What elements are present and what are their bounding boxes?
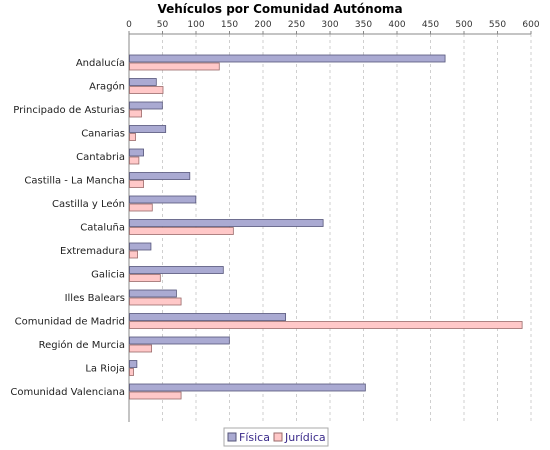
legend-label-juridica: Jurídica [284,431,326,444]
x-tick-label: 50 [157,20,169,30]
x-tick-label: 450 [422,20,439,30]
x-tick-label: 550 [489,20,506,30]
bar-fisica [129,101,163,110]
bar-juridica [129,391,182,400]
category-label: Región de Murcia [39,339,125,351]
bar-fisica [129,172,191,180]
bar-fisica [129,242,152,251]
legend-label-fisica: Física [239,431,270,444]
bar-juridica [129,344,153,353]
bar-juridica [129,156,140,165]
bar-juridica [129,109,142,118]
bar-juridica [129,297,182,306]
bars [129,54,523,400]
bar-fisica [129,148,144,157]
bar-fisica [129,54,446,63]
bar-juridica [129,180,144,188]
category-label: Castilla y León [52,198,125,210]
x-tick-label: 300 [321,20,338,30]
bar-fisica [129,195,197,204]
bar-juridica [129,227,234,235]
category-label: Cantabria [76,152,125,163]
bar-juridica [129,203,153,212]
category-label: Castilla - La Mancha [24,176,125,187]
chart-title: Vehículos por Comunidad Autónoma [157,2,402,16]
x-tick-label: 100 [187,20,204,30]
x-tick-label: 350 [355,20,372,30]
bar-fisica [129,336,230,345]
bar-fisica [129,360,138,368]
legend: Física Jurídica [223,427,329,447]
bar-fisica [129,383,366,392]
bar-fisica [129,219,324,227]
x-tick-label: 200 [254,20,271,30]
bar-juridica [129,62,220,71]
bar-fisica [129,289,177,298]
bar-juridica [129,274,161,282]
bar-fisica [129,125,167,133]
category-label: Comunidad Valenciana [10,387,125,398]
category-label: Principado de Asturias [13,105,125,116]
bar-juridica [129,86,164,94]
category-label: Comunidad de Madrid [15,317,125,328]
x-tick-label: 0 [126,20,132,30]
category-label: Illes Balears [65,293,125,304]
category-label: Aragón [89,81,125,93]
x-tick-label: 400 [388,20,405,30]
category-label: Andalucía [76,57,125,69]
bar-fisica [129,266,224,274]
x-tick-label: 500 [455,20,472,30]
category-label: La Rioja [85,364,125,375]
category-label: Canarias [81,129,125,140]
x-tick-label: 250 [288,20,305,30]
category-label: Extremadura [60,246,125,257]
legend-swatch-fisica [227,432,237,442]
bar-juridica [129,368,134,376]
x-tick-label: 600 [522,20,539,30]
category-label: Cataluña [80,223,125,234]
category-labels: Andalucía Aragón Principado de Asturias Can… [10,57,125,398]
bar-juridica [129,250,138,259]
bar-juridica [129,321,523,329]
legend-swatch-juridica [273,432,283,442]
bar-fisica [129,78,157,86]
category-label: Galicia [91,270,125,281]
x-tick-label: 150 [221,20,238,30]
bar-fisica [129,313,287,321]
bar-juridica [129,133,136,141]
x-axis-ticks: 0 50 100 150 200 250 300 350 400 450 500 550 600 [126,20,540,34]
